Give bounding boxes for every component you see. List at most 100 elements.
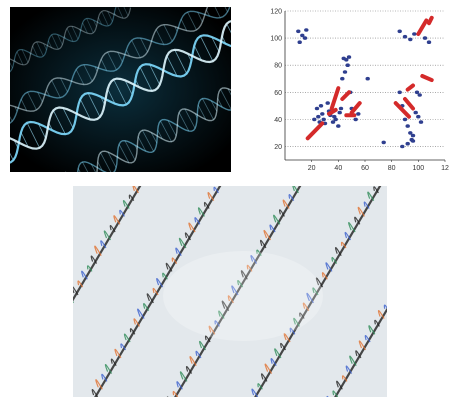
base-pair-rung: [16, 51, 24, 65]
chromatogram-traces: [73, 186, 387, 397]
trace-peak: [251, 388, 259, 397]
helix-strand: [10, 7, 132, 66]
base-pair-rung: [64, 35, 66, 39]
base-pair-rung: [82, 22, 88, 34]
trace-baseline: [254, 186, 382, 397]
base-pair-rung: [82, 161, 89, 172]
data-point: [412, 32, 417, 36]
trace-peak: [109, 225, 116, 233]
data-point: [405, 141, 410, 146]
data-point: [314, 106, 320, 111]
trace-peak: [103, 230, 112, 241]
base-pair-rung: [21, 49, 29, 63]
base-pair-rung: [131, 40, 141, 58]
data-point: [356, 112, 361, 116]
base-pair-rung: [139, 66, 153, 92]
trace-peak: [185, 365, 193, 374]
trace-peak: [203, 202, 210, 209]
trace-peak: [264, 363, 273, 374]
trace-peak: [269, 224, 276, 233]
trace-peak: [349, 355, 357, 367]
y-tick-label: 60: [274, 90, 282, 97]
trace-peak: [335, 247, 342, 256]
data-point: [402, 117, 408, 122]
trace-baseline: [334, 307, 387, 397]
x-tick-label: 60: [361, 165, 369, 172]
trace-peak: [283, 333, 291, 343]
trace-peak: [250, 255, 258, 264]
trace-peak: [94, 245, 102, 257]
data-point: [332, 114, 337, 119]
data-point: [365, 76, 370, 81]
data-point: [325, 101, 330, 105]
trace-peak: [363, 201, 370, 209]
data-segment: [305, 121, 325, 141]
base-pair-rung: [29, 52, 31, 55]
trace-peak: [189, 356, 197, 366]
data-segment: [427, 15, 434, 26]
helix-strand: [10, 7, 117, 73]
base-pair-rung: [200, 35, 214, 62]
trace-peak: [374, 319, 380, 327]
base-pair-rung: [46, 89, 50, 97]
trace-peak: [132, 186, 139, 194]
trace-peak: [101, 373, 108, 382]
helix-strand: [64, 87, 231, 172]
trace-peak: [240, 270, 248, 280]
base-pair-rung: [53, 110, 66, 135]
trace-peak: [321, 272, 328, 280]
base-pair-rung: [137, 136, 147, 152]
trace-peak: [260, 373, 268, 382]
base-pair-rung: [10, 152, 14, 161]
trace-peak: [237, 280, 244, 288]
trace-peak: [207, 192, 215, 201]
x-tick-label: 40: [334, 165, 342, 172]
base-pair-rung: [83, 64, 93, 82]
trace-peak: [354, 216, 361, 225]
data-point: [320, 112, 325, 116]
base-pair-rung: [113, 79, 127, 105]
base-pair-rung: [150, 132, 158, 144]
base-pair-rung: [100, 152, 112, 172]
base-pair-rung: [77, 168, 81, 172]
data-segment: [393, 101, 411, 119]
data-segment: [420, 74, 434, 83]
trace-peak: [91, 389, 99, 397]
base-pair-rung: [142, 130, 154, 152]
trace-peak: [218, 310, 225, 319]
base-pair-rung: [187, 11, 197, 31]
sequencing-chromatogram-image: [73, 186, 387, 397]
base-pair-rung: [211, 36, 220, 52]
trace-peak: [274, 348, 282, 359]
trace-peak: [204, 335, 211, 343]
base-pair-rung: [66, 28, 74, 42]
data-point: [397, 29, 402, 34]
base-pair-rung: [100, 59, 108, 71]
data-point: [333, 117, 338, 122]
base-pair-rung: [184, 108, 196, 129]
trace-peak: [208, 325, 216, 335]
data-segment: [329, 86, 341, 111]
data-point: [304, 28, 309, 32]
data-point: [413, 110, 418, 115]
base-pair-rung: [129, 7, 131, 9]
trace-peak: [368, 325, 376, 335]
base-pair-rung: [79, 29, 81, 32]
trace-peak: [358, 340, 367, 351]
base-pair-rung: [157, 129, 163, 140]
base-pair-rung: [107, 11, 113, 22]
base-pair-rung: [43, 43, 47, 51]
trace-peak: [110, 358, 117, 366]
data-point: [312, 117, 317, 122]
base-pair-rung: [124, 140, 136, 161]
data-point: [414, 90, 420, 95]
trace-peak: [199, 340, 207, 351]
trace-peak: [336, 380, 343, 390]
trace-peak: [299, 312, 305, 319]
base-pair-rung: [79, 99, 91, 120]
trace-peak: [377, 310, 385, 319]
data-point: [397, 90, 402, 95]
base-pair-rung: [214, 7, 221, 18]
trace-peak: [246, 264, 253, 272]
data-point: [417, 93, 422, 97]
